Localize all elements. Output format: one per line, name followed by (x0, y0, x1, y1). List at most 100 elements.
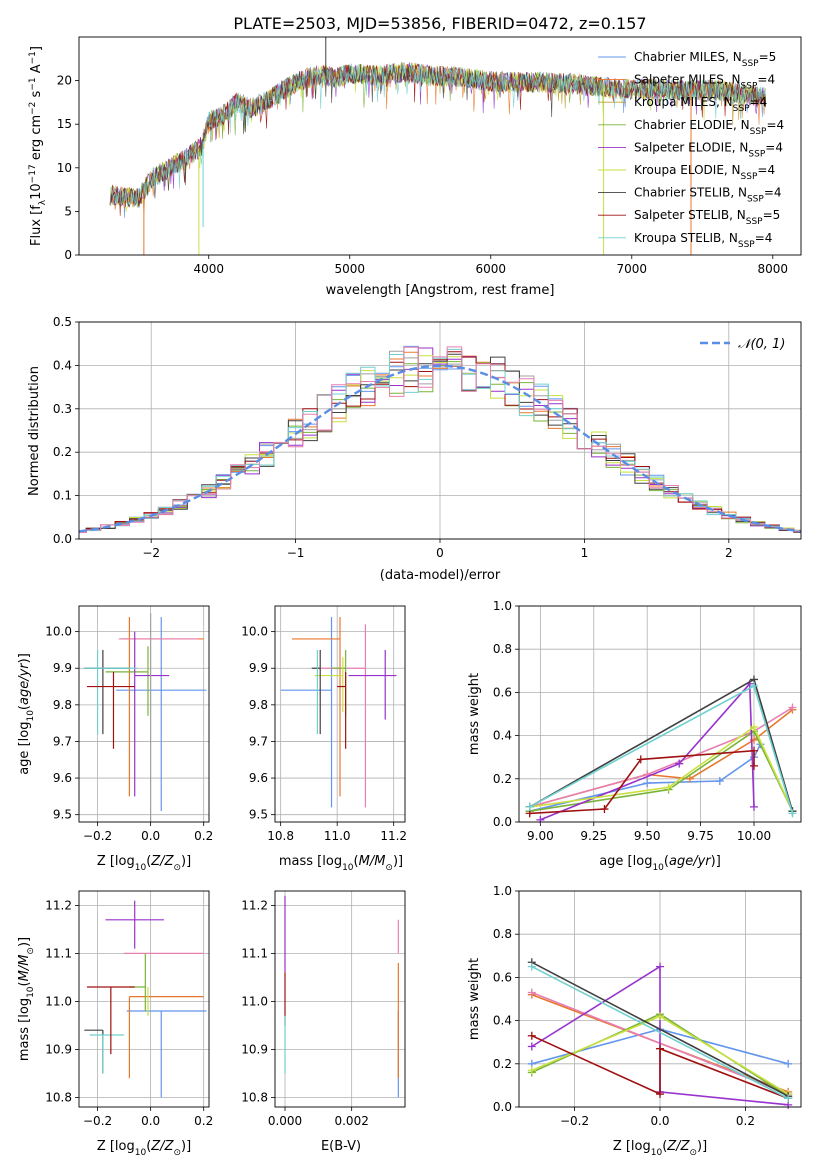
mass-ebv-xlabel: E(B-V) (321, 1139, 361, 1154)
weight-point-marker (750, 761, 758, 770)
tick-label-y: 11.2 (241, 898, 268, 912)
tick-label-y: 9.6 (53, 771, 72, 785)
tick-label-y: 15 (57, 117, 72, 131)
weight-point-marker (527, 1042, 536, 1051)
weight-series-line (531, 1034, 789, 1100)
tick-label-y: 10.0 (241, 625, 268, 639)
tick-label-y: 0.2 (53, 445, 72, 459)
tick-label-y: 0.0 (53, 532, 72, 546)
legend-entry: 𝒩(0, 1) (738, 337, 785, 352)
mass_vs_ebv-plot-area (284, 895, 399, 1098)
mass-z-ylabel: mass [log10(M/M⊙)] (17, 937, 36, 1061)
massweight_vs_Z-frame (518, 890, 802, 1108)
tick-label-y: 10.0 (45, 625, 72, 639)
massweight_vs_age-axes: 9.00 9.25 9.50 9.75 10.00 0.0 0.2 0.4 0.6 0.8 1.0 (493, 599, 801, 843)
tick-label-y: 0.0 (493, 815, 512, 829)
figure-title: PLATE=2503, MJD=53856, FIBERID=0472, z=0… (233, 14, 646, 33)
tick-label-x: 0 (436, 546, 444, 560)
weight-point-marker (715, 776, 724, 785)
age_vs_mass-frame (274, 605, 406, 823)
tick-label-y: 9.7 (249, 734, 268, 748)
mass_vs_ebv-errorbars (284, 895, 399, 1098)
weight-point-marker (527, 962, 536, 971)
histogram-legend: 𝒩(0, 1) (700, 337, 785, 352)
weight-point-marker (656, 962, 664, 971)
tick-label-x: −1 (287, 546, 305, 560)
spectrum-plot-area (109, 37, 766, 255)
tick-label-x: −0.2 (83, 829, 112, 843)
legend-entry: Chabrier STELIB, NSSP=4 (634, 186, 782, 205)
mass_vs_Z-frame (78, 890, 210, 1108)
weight-point-marker (656, 1044, 664, 1053)
massweight_vs_age-frame (518, 605, 802, 823)
tick-label-y: 9.5 (249, 808, 268, 822)
weight-point-marker (636, 755, 645, 764)
weight-point-marker (527, 988, 536, 997)
tick-label-x: 1 (581, 546, 589, 560)
tick-label-y: 0.6 (493, 685, 512, 699)
tick-label-y: 20 (57, 74, 72, 88)
tick-label-x: 11.0 (324, 829, 351, 843)
weight-age-xlabel: age [log10(age/yr)] (599, 854, 721, 873)
tick-label-x: 5000 (334, 262, 365, 276)
tick-label-y: 0.3 (53, 402, 72, 416)
tick-label-x: 0.2 (194, 829, 213, 843)
massweight_vs_Z-lines (527, 958, 793, 1109)
tick-label-y: 10 (57, 161, 72, 175)
tick-label-y: 10.9 (45, 1042, 72, 1056)
age_vs_mass-errorbars (280, 616, 397, 808)
massweight_vs_Z-axes: −0.2 0.0 0.2 0.0 0.2 0.4 0.6 0.8 1.0 (493, 884, 801, 1128)
histogram-ylabel: Normed distribution (27, 366, 42, 496)
tick-label-x: 0.2 (736, 1114, 755, 1128)
legend-entry: Kroupa MILES, NSSP=4 (634, 95, 767, 114)
residuals-frame (78, 321, 802, 540)
mass_vs_Z-errorbars (84, 900, 207, 1098)
age_vs_Z-plot-area (84, 613, 207, 822)
tick-label-x: 6000 (475, 262, 506, 276)
tick-label-y: 0.8 (493, 642, 512, 656)
tick-label-y: 0 (64, 248, 72, 262)
weight-point-marker (527, 1031, 536, 1040)
tick-label-y: 9.9 (53, 661, 72, 675)
weight-point-marker (525, 802, 534, 811)
tick-label-x: 7000 (617, 262, 648, 276)
weight-point-marker (643, 779, 652, 788)
spectrum-xlabel: wavelength [Angstrom, rest frame] (326, 283, 555, 298)
tick-label-x: 0.002 (334, 1114, 368, 1128)
weight-point-marker (750, 681, 758, 690)
tick-label-x: −0.2 (83, 1114, 112, 1128)
tick-label-y: 11.1 (45, 946, 72, 960)
tick-label-y: 11.0 (241, 994, 268, 1008)
tick-label-y: 0.2 (493, 1057, 512, 1071)
tick-label-x: −0.2 (560, 1114, 589, 1128)
age_vs_mass-plot-area (280, 616, 397, 808)
weight-z-xlabel: Z [log10(Z/Z⊙)] (613, 1139, 707, 1158)
tick-label-x: 10.8 (267, 829, 294, 843)
age_vs_Z-errorbars (84, 613, 207, 822)
weight-point-marker (685, 774, 694, 783)
tick-label-y: 0.5 (53, 315, 72, 329)
massweight_vs_age-plot-area (525, 675, 797, 824)
tick-label-x: −2 (142, 546, 160, 560)
legend-entry: Chabrier MILES, NSSP=5 (634, 50, 776, 69)
age-z-ylabel: age [log10(age/yr)] (17, 653, 36, 775)
massweight_vs_Z-plot-area (527, 958, 793, 1109)
tick-label-y: 11.1 (241, 946, 268, 960)
residuals-axes: −2 −1 0 1 2 0.0 0.1 0.2 0.3 0.4 0.5 (53, 315, 801, 560)
tick-label-y: 0.4 (493, 729, 512, 743)
tick-label-y: 9.8 (53, 698, 72, 712)
spectrum-series-line (109, 63, 766, 208)
tick-label-x: 11.2 (380, 829, 407, 843)
tick-label-y: 0.2 (493, 772, 512, 786)
weight-point-marker (536, 815, 545, 824)
tick-label-y: 9.9 (249, 661, 268, 675)
legend-entry: Kroupa ELODIE, NSSP=4 (634, 163, 775, 182)
tick-label-y: 9.6 (249, 771, 268, 785)
weight-point-marker (656, 1090, 664, 1099)
tick-label-y: 10.8 (45, 1090, 72, 1104)
weight-point-marker (675, 759, 684, 768)
weight-series-line (529, 706, 793, 808)
tick-label-x: 9.50 (634, 829, 661, 843)
mass_vs_ebv-axes: 0.000 0.002 10.8 10.9 11.0 11.1 11.2 (241, 891, 405, 1128)
